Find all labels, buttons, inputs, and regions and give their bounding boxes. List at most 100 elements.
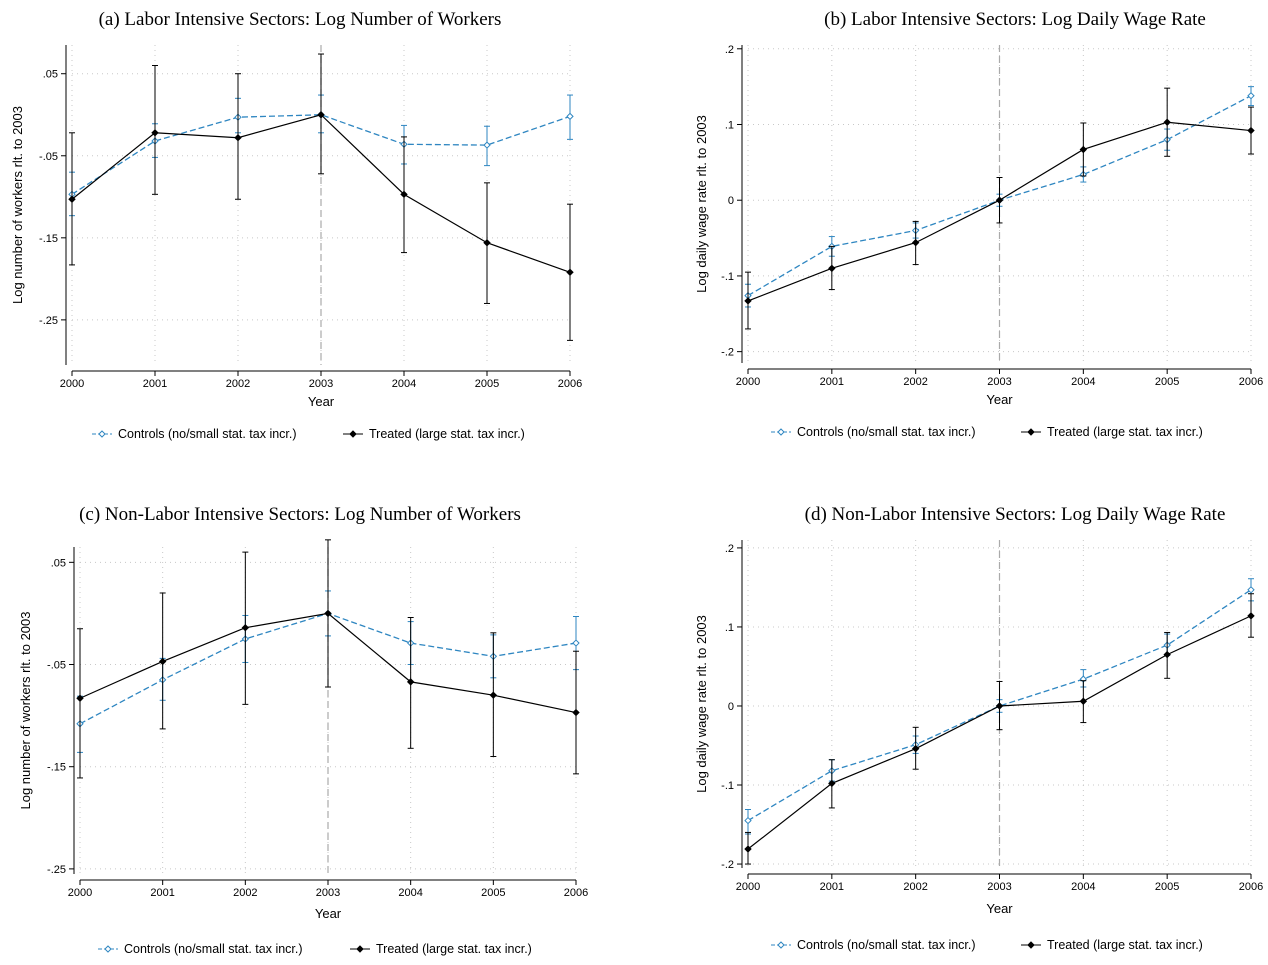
y-tick-label: 0 — [728, 701, 734, 713]
y-tick-label: -.15 — [39, 233, 58, 245]
y-axis-label: Log daily wage rate rlt. to 2003 — [694, 115, 709, 293]
x-tick-label: 2001 — [820, 376, 844, 388]
treated-point — [406, 678, 415, 686]
x-tick-label: 2002 — [226, 378, 250, 390]
x-tick-label: 2006 — [1239, 376, 1263, 388]
y-tick-label: -.2 — [721, 859, 734, 871]
treated-point — [317, 111, 325, 119]
y-tick-label: -.2 — [721, 347, 734, 359]
treated-point — [566, 268, 574, 276]
y-tick-label: 0 — [728, 195, 734, 207]
legend-label: Controls (no/small stat. tax incr.) — [797, 425, 976, 439]
x-tick-label: 2006 — [1239, 881, 1263, 893]
y-tick-label: .1 — [725, 622, 734, 634]
panel-b: (b) Labor Intensive Sectors: Log Daily W… — [634, 0, 1268, 482]
y-axis-label: Log number of workers rlt. to 2003 — [10, 106, 25, 304]
legend-treated: Treated (large stat. tax incr.) — [350, 942, 532, 956]
y-tick-label: -.05 — [39, 151, 58, 163]
controls-point — [744, 816, 752, 825]
y-tick-label: .1 — [725, 120, 734, 132]
x-tick-label: 2005 — [1155, 881, 1179, 893]
treated-error-bar — [77, 628, 83, 779]
treated-point — [572, 708, 580, 717]
x-axis-label: Year — [986, 392, 1013, 407]
legend-controls: Controls (no/small stat. tax incr.) — [771, 938, 976, 952]
legend-treated-marker — [1027, 941, 1035, 949]
x-axis-label: Year — [986, 901, 1013, 916]
x-tick-label: 2002 — [903, 376, 927, 388]
x-tick-label: 2003 — [987, 376, 1011, 388]
treated-point — [158, 657, 167, 666]
y-tick-label: -.1 — [721, 780, 734, 792]
x-tick-label: 2001 — [820, 881, 844, 893]
treated-point — [1079, 145, 1088, 154]
x-tick-label: 2003 — [987, 881, 1011, 893]
treated-point — [241, 624, 250, 632]
legend-controls: Controls (no/small stat. tax incr.) — [98, 942, 303, 956]
treated-point — [483, 239, 491, 247]
treated-point — [744, 845, 752, 853]
y-tick-label: -.25 — [39, 315, 58, 327]
x-axis-label: Year — [315, 906, 342, 921]
y-tick-label: .05 — [51, 557, 66, 569]
x-tick-label: 2003 — [316, 887, 340, 899]
x-tick-label: 2006 — [564, 887, 588, 899]
y-tick-label: -.05 — [47, 660, 66, 672]
treated-point — [151, 129, 159, 137]
x-tick-label: 2004 — [392, 378, 416, 390]
y-tick-label: -.25 — [47, 864, 66, 876]
x-tick-label: 2001 — [150, 887, 174, 899]
chart-c: (c) Non-Labor Intensive Sectors: Log Num… — [18, 504, 588, 956]
legend-controls-marker — [98, 430, 106, 438]
legend-controls-marker — [104, 945, 112, 953]
x-tick-label: 2000 — [68, 887, 92, 899]
x-tick-label: 2006 — [558, 378, 582, 390]
legend-treated-marker — [356, 945, 364, 953]
chart-title: (b) Labor Intensive Sectors: Log Daily W… — [824, 9, 1206, 30]
treated-point — [68, 195, 76, 203]
legend-label: Treated (large stat. tax incr.) — [376, 942, 532, 956]
treated-point — [1079, 697, 1088, 705]
x-tick-label: 2000 — [736, 376, 760, 388]
treated-point — [1247, 612, 1255, 620]
legend-controls-marker — [777, 941, 785, 949]
legend-treated: Treated (large stat. tax incr.) — [1021, 938, 1203, 952]
x-tick-label: 2002 — [233, 887, 257, 899]
chart-title: (d) Non-Labor Intensive Sectors: Log Dai… — [805, 504, 1226, 525]
treated-point — [744, 297, 752, 305]
x-tick-label: 2003 — [309, 378, 333, 390]
panel-d: (d) Non-Labor Intensive Sectors: Log Dai… — [634, 482, 1268, 964]
treated-point — [1163, 650, 1171, 659]
x-tick-label: 2004 — [1071, 881, 1095, 893]
treated-point — [911, 744, 920, 753]
x-tick-label: 2004 — [398, 887, 422, 899]
treated-point — [400, 190, 408, 199]
legend-label: Treated (large stat. tax incr.) — [1047, 425, 1203, 439]
legend-label: Treated (large stat. tax incr.) — [369, 427, 525, 441]
legend-treated: Treated (large stat. tax incr.) — [1021, 425, 1203, 439]
chart-a: (a) Labor Intensive Sectors: Log Number … — [10, 9, 582, 441]
treated-point — [1247, 126, 1255, 135]
x-tick-label: 2005 — [475, 378, 499, 390]
y-tick-label: .2 — [725, 44, 734, 56]
treated-point — [234, 134, 242, 142]
treated-point — [1163, 118, 1171, 126]
x-tick-label: 2002 — [903, 881, 927, 893]
legend-treated-marker — [1027, 428, 1035, 436]
legend-controls: Controls (no/small stat. tax incr.) — [92, 427, 297, 441]
y-tick-label: .2 — [725, 543, 734, 555]
treated-point — [995, 702, 1004, 710]
panel-c: (c) Non-Labor Intensive Sectors: Log Num… — [0, 482, 634, 964]
x-tick-label: 2005 — [1155, 376, 1179, 388]
controls-point — [1247, 92, 1255, 100]
x-tick-label: 2000 — [736, 881, 760, 893]
legend-controls: Controls (no/small stat. tax incr.) — [771, 425, 976, 439]
x-tick-label: 2001 — [143, 378, 167, 390]
y-tick-label: .05 — [43, 69, 58, 81]
legend-label: Controls (no/small stat. tax incr.) — [797, 938, 976, 952]
treated-point — [489, 691, 498, 699]
treated-point — [76, 694, 84, 702]
treated-point — [911, 238, 920, 247]
controls-point — [1247, 586, 1255, 594]
y-tick-label: -.15 — [47, 762, 66, 774]
